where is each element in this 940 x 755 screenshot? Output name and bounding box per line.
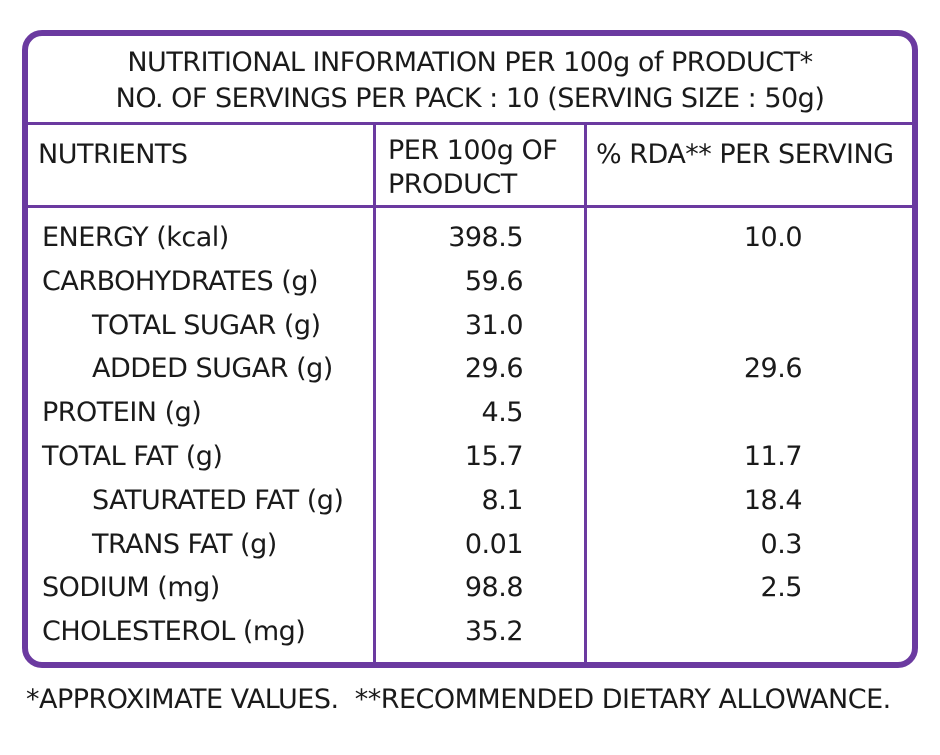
column-divider: [584, 124, 587, 662]
nutrient-name: CARBOHYDRATES (g): [42, 265, 319, 297]
nutrient-name: ENERGY (kcal): [42, 222, 229, 253]
nutrient-name: TRANS FAT (g): [92, 528, 277, 560]
nutrient-value: 11.7: [743, 441, 803, 472]
nutrient-name: TOTAL SUGAR (g): [92, 309, 321, 341]
subtitle: NO. OF SERVINGS PER PACK : 10 (SERVING S…: [115, 83, 825, 114]
nutrient-value: 2.5: [760, 572, 803, 604]
nutrient-value: 4.5: [481, 397, 524, 429]
nutrient-value: 18.4: [743, 484, 803, 516]
column-divider: [373, 124, 376, 662]
nutrient-value: 59.6: [464, 265, 524, 297]
footnote: *APPROXIMATE VALUES. **RECOMMENDED DIETA…: [26, 684, 891, 715]
column-header: PER 100g OF PRODUCT: [388, 135, 558, 200]
nutrient-value: 35.2: [464, 616, 524, 648]
nutrient-name: TOTAL FAT (g): [42, 441, 223, 472]
nutrient-value: 10.0: [743, 222, 803, 253]
nutrient-value: 29.6: [743, 353, 803, 385]
title: NUTRITIONAL INFORMATION PER 100g of PROD…: [127, 47, 813, 78]
nutrient-value: 8.1: [481, 484, 524, 516]
nutrient-value: 98.8: [464, 572, 524, 604]
column-header: NUTRIENTS: [38, 139, 188, 170]
column-header: % RDA** PER SERVING: [596, 139, 894, 170]
divider: [28, 122, 912, 125]
nutrient-value: 398.5: [448, 222, 523, 253]
label-border: [22, 30, 918, 668]
nutrient-value: 0.3: [760, 528, 803, 560]
nutrient-value: 0.01: [464, 528, 524, 560]
nutrient-name: CHOLESTEROL (mg): [42, 616, 306, 648]
nutrient-value: 29.6: [464, 353, 524, 385]
nutrient-value: 31.0: [464, 309, 524, 341]
nutrient-name: SATURATED FAT (g): [92, 484, 344, 516]
nutrient-name: ADDED SUGAR (g): [92, 353, 333, 385]
nutrient-value: 15.7: [464, 441, 524, 472]
nutrient-name: PROTEIN (g): [42, 397, 202, 429]
divider: [28, 205, 912, 208]
nutrient-name: SODIUM (mg): [42, 572, 220, 604]
